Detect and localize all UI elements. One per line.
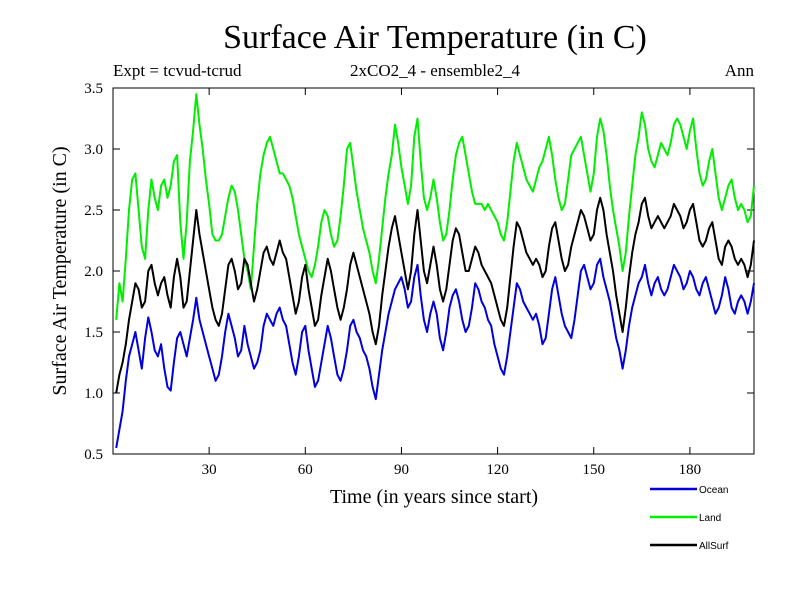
x-tick-label: 60 — [298, 462, 313, 478]
legend-label-ocean: Ocean — [699, 485, 728, 496]
y-tick-label: 2.5 — [84, 203, 103, 219]
x-tick-label: 180 — [679, 462, 702, 478]
y-tick-label: 1.5 — [84, 325, 103, 341]
experiment-label: Expt = tcvud-tcrud — [113, 61, 242, 80]
y-tick-label: 3.0 — [84, 142, 103, 158]
series-line-allsurf — [115, 196, 755, 394]
x-tick-label: 150 — [583, 462, 606, 478]
legend-label-allsurf: AllSurf — [699, 541, 729, 552]
y-tick-label: 1.0 — [84, 386, 103, 402]
period-label: Ann — [725, 61, 755, 80]
legend: Ocean Land AllSurf — [650, 485, 729, 552]
y-axis-label: Surface Air Temperature (in C) — [49, 146, 71, 395]
y-tick-label: 0.5 — [84, 447, 103, 463]
x-tick-label: 90 — [394, 462, 409, 478]
y-tick-label: 2.0 — [84, 264, 103, 280]
series-lines — [115, 93, 755, 449]
plot-frame — [112, 87, 755, 455]
x-tick-label: 120 — [486, 462, 509, 478]
series-line-ocean — [115, 257, 755, 449]
y-tick-label: 3.5 — [84, 81, 103, 97]
legend-label-land: Land — [699, 513, 721, 524]
chart-title: Surface Air Temperature (in C) — [223, 19, 647, 56]
x-tick-label: 30 — [202, 462, 217, 478]
series-line-land — [115, 93, 755, 320]
x-axis-label: Time (in years since start) — [330, 486, 538, 508]
axis-ticks: 30 60 90 120 150 180 0.5 1.0 1.5 2.0 2.5 3.0 3.5 — [84, 81, 754, 478]
chart-subtitle: 2xCO2_4 - ensemble2_4 — [350, 61, 520, 80]
